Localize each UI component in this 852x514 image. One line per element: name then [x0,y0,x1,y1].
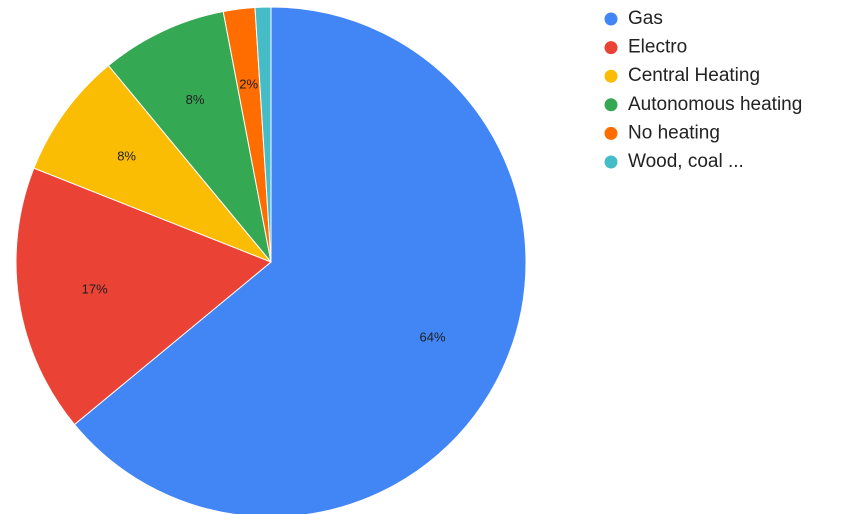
pie-slice-gas [73,6,527,514]
legend-label-autonomous-heating: Autonomous heating [628,94,802,115]
slice-label-electro: 17% [82,281,108,296]
legend-label-central-heating: Central Heating [628,65,760,86]
legend-marker-autonomous-heating [604,98,618,112]
legend-label-no-heating: No heating [628,122,720,143]
pie-slices [15,6,527,514]
legend-marker-wood-coal [604,155,618,169]
pie-slice-autonomous-heating [107,10,272,263]
slice-label-no-heating: 2% [239,76,258,91]
slice-label-central-heating: 8% [117,149,136,164]
legend: Gas Electro Central Heating Autonomous heat… [604,8,802,172]
pie-slice-wood-coal [254,6,272,263]
legend-marker-no-heating [604,126,618,140]
legend-label-electro: Electro [628,37,687,58]
pie-slice-electro [15,167,272,426]
legend-label-wood-coal: Wood, coal ... [628,151,744,172]
slice-label-gas: 64% [419,329,445,344]
pie-slice-labels: 64% 17% 8% 8% 2% [82,76,446,344]
legend-marker-electro [604,41,618,55]
legend-marker-gas [604,12,618,26]
legend-label-gas: Gas [628,8,663,29]
legend-marker-central-heating [604,69,618,83]
slice-label-autonomous-heating: 8% [186,92,205,107]
pie-slice-central-heating [33,64,272,263]
